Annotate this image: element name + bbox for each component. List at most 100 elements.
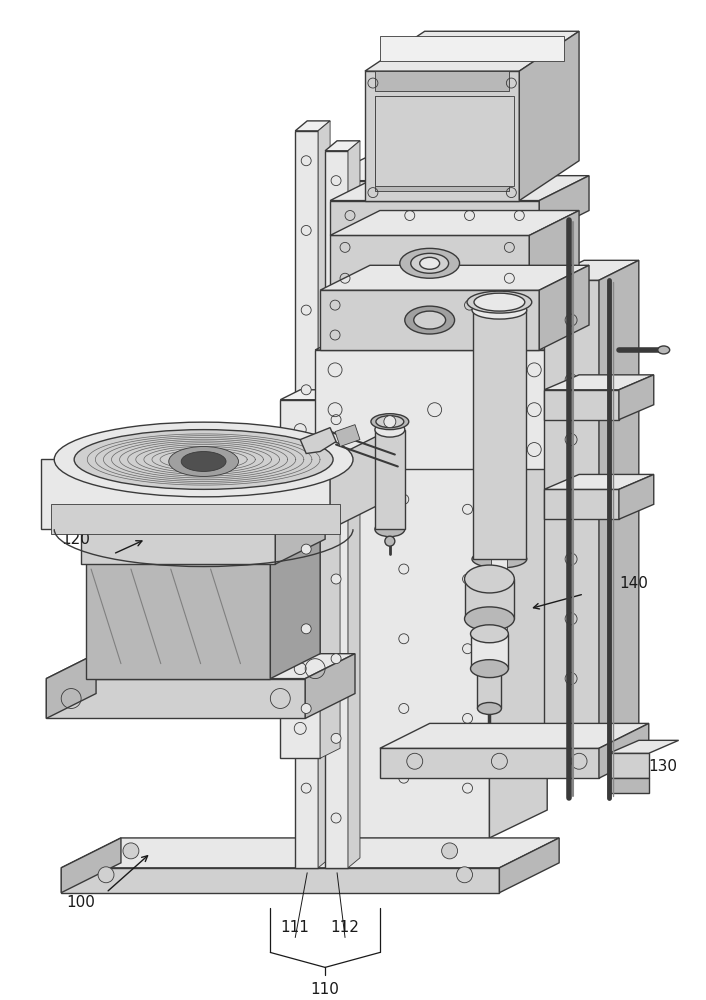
Text: 111: 111	[281, 920, 310, 935]
Circle shape	[457, 867, 472, 883]
Polygon shape	[499, 838, 559, 893]
Polygon shape	[609, 753, 649, 778]
Ellipse shape	[477, 702, 501, 714]
Polygon shape	[544, 489, 619, 519]
Circle shape	[399, 494, 409, 504]
Circle shape	[399, 216, 409, 225]
Polygon shape	[470, 634, 508, 669]
Polygon shape	[241, 459, 305, 469]
Circle shape	[462, 783, 472, 793]
Polygon shape	[305, 654, 355, 718]
Text: 100: 100	[66, 895, 95, 910]
Polygon shape	[325, 151, 348, 868]
Circle shape	[462, 435, 472, 445]
Circle shape	[399, 634, 409, 644]
Circle shape	[331, 654, 341, 664]
Polygon shape	[375, 96, 509, 191]
Polygon shape	[318, 153, 547, 181]
Circle shape	[301, 305, 311, 315]
Polygon shape	[280, 390, 340, 400]
Ellipse shape	[181, 452, 226, 471]
Circle shape	[399, 285, 409, 295]
Circle shape	[301, 156, 311, 166]
Polygon shape	[295, 121, 330, 131]
Circle shape	[384, 416, 396, 428]
Polygon shape	[544, 390, 619, 420]
Ellipse shape	[470, 625, 508, 643]
Polygon shape	[300, 428, 336, 454]
Polygon shape	[330, 211, 579, 235]
Polygon shape	[81, 504, 325, 529]
Polygon shape	[47, 679, 305, 718]
Polygon shape	[320, 390, 340, 758]
Polygon shape	[380, 723, 649, 748]
Polygon shape	[472, 310, 526, 559]
Circle shape	[399, 355, 409, 365]
Circle shape	[331, 176, 341, 186]
Polygon shape	[544, 280, 599, 748]
Polygon shape	[325, 141, 360, 151]
Ellipse shape	[472, 301, 527, 319]
Circle shape	[331, 255, 341, 265]
Polygon shape	[348, 141, 360, 868]
Polygon shape	[315, 325, 604, 350]
Circle shape	[462, 225, 472, 235]
Circle shape	[331, 415, 341, 425]
Ellipse shape	[467, 291, 532, 313]
Circle shape	[301, 544, 311, 554]
Circle shape	[301, 464, 311, 474]
Polygon shape	[295, 131, 318, 868]
Circle shape	[462, 644, 472, 654]
Circle shape	[399, 564, 409, 574]
Polygon shape	[365, 31, 579, 71]
Polygon shape	[330, 176, 589, 201]
Ellipse shape	[472, 550, 527, 568]
Ellipse shape	[414, 311, 445, 329]
Ellipse shape	[169, 447, 239, 476]
Circle shape	[301, 783, 311, 793]
Ellipse shape	[658, 346, 670, 354]
Circle shape	[462, 713, 472, 723]
Polygon shape	[335, 425, 360, 447]
Polygon shape	[491, 559, 508, 639]
Ellipse shape	[405, 306, 455, 334]
Polygon shape	[477, 669, 501, 708]
Circle shape	[462, 365, 472, 375]
Text: 112: 112	[330, 920, 359, 935]
Ellipse shape	[400, 248, 460, 278]
Circle shape	[123, 843, 139, 859]
Polygon shape	[81, 529, 275, 564]
Ellipse shape	[375, 522, 405, 537]
Polygon shape	[330, 201, 539, 235]
Ellipse shape	[411, 253, 448, 273]
Text: 120: 120	[61, 532, 90, 547]
Ellipse shape	[74, 430, 333, 489]
Polygon shape	[375, 430, 405, 529]
Polygon shape	[520, 31, 579, 201]
Circle shape	[301, 385, 311, 395]
Polygon shape	[465, 579, 515, 619]
Polygon shape	[61, 868, 499, 893]
Circle shape	[331, 733, 341, 743]
Polygon shape	[86, 534, 320, 559]
Circle shape	[331, 813, 341, 823]
Polygon shape	[280, 400, 320, 758]
Circle shape	[301, 624, 311, 634]
Polygon shape	[330, 430, 390, 529]
Polygon shape	[365, 71, 520, 201]
Polygon shape	[318, 181, 489, 838]
Circle shape	[301, 225, 311, 235]
Polygon shape	[380, 748, 599, 778]
Polygon shape	[619, 375, 654, 420]
Ellipse shape	[474, 293, 525, 311]
Circle shape	[462, 295, 472, 305]
Polygon shape	[241, 469, 285, 509]
Circle shape	[462, 504, 472, 514]
Text: 130: 130	[649, 759, 678, 774]
Polygon shape	[619, 474, 654, 519]
Polygon shape	[320, 290, 539, 350]
Polygon shape	[41, 459, 330, 529]
Ellipse shape	[54, 422, 353, 497]
Text: 140: 140	[619, 576, 648, 591]
Ellipse shape	[465, 565, 515, 593]
